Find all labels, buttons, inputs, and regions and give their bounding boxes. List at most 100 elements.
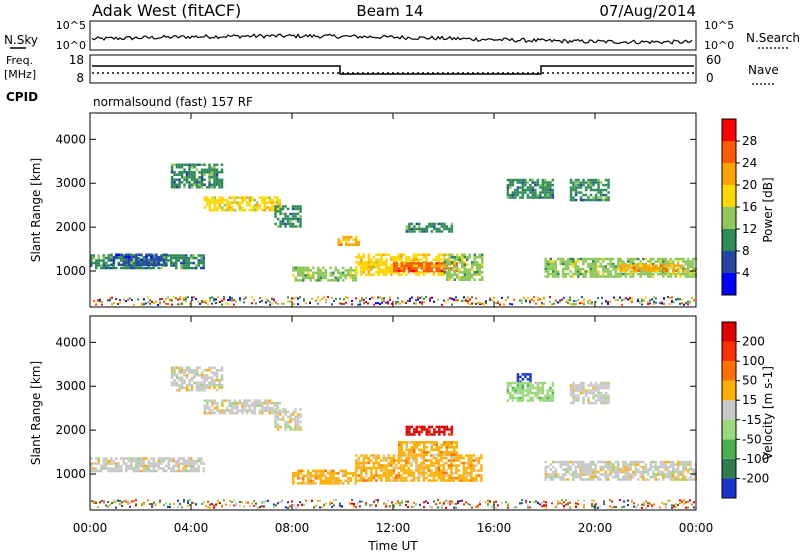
data-cell: [296, 207, 300, 211]
ground-scatter-cell: [445, 301, 447, 304]
data-cell: [115, 256, 118, 259]
ground-scatter-cell: [323, 503, 325, 506]
ground-scatter-cell: [469, 298, 471, 301]
data-cell: [155, 263, 158, 266]
data-cell: [481, 266, 484, 269]
data-cell: [551, 193, 555, 197]
data-cell: [521, 373, 525, 376]
ground-scatter-cell: [413, 501, 415, 504]
ground-scatter-cell: [443, 501, 445, 504]
data-cell: [470, 479, 473, 482]
data-cell: [415, 459, 418, 462]
data-cell: [509, 183, 512, 187]
data-cell: [183, 176, 186, 179]
data-cell: [624, 460, 627, 464]
data-cell: [135, 457, 138, 460]
data-cell: [400, 273, 403, 276]
data-cell: [302, 279, 305, 282]
data-cell: [614, 270, 617, 273]
data-cell: [213, 401, 217, 405]
nave-tick-bottom: 0: [706, 71, 714, 85]
data-cell: [564, 478, 567, 481]
ground-scatter-cell: [157, 304, 159, 306]
data-cell: [572, 463, 575, 466]
data-cell: [299, 469, 302, 473]
ground-scatter-cell: [399, 504, 401, 507]
data-cell: [468, 253, 471, 256]
data-cell: [231, 196, 234, 199]
data-cell: [509, 186, 512, 189]
data-cell: [185, 384, 189, 387]
data-cell: [375, 456, 378, 460]
data-cell: [639, 260, 642, 263]
data-cell: [397, 474, 401, 477]
data-cell: [100, 264, 103, 267]
ground-scatter-cell: [563, 506, 565, 509]
data-cell: [299, 266, 302, 270]
data-cell: [443, 263, 446, 266]
data-cell: [248, 406, 252, 410]
ground-scatter-cell: [527, 504, 529, 507]
data-cell: [352, 274, 355, 277]
data-cell: [584, 478, 587, 481]
data-cell: [210, 381, 214, 384]
data-cell: [435, 227, 439, 231]
ground-scatter-cell: [641, 503, 643, 506]
data-cell: [519, 196, 522, 199]
data-cell: [190, 379, 194, 382]
data-cell: [258, 401, 262, 405]
data-cell: [614, 272, 617, 276]
data-cell: [526, 193, 530, 197]
data-cell: [448, 227, 451, 231]
data-cell: [410, 262, 413, 265]
data-cell: [662, 260, 665, 263]
ground-scatter-cell: [245, 296, 247, 299]
data-cell: [452, 476, 456, 480]
noise-search-label: N.Search: [746, 31, 800, 45]
ground-scatter-cell: [189, 504, 191, 506]
data-cell: [448, 278, 451, 281]
ground-scatter-cell: [429, 297, 431, 300]
data-cell: [682, 470, 685, 474]
ground-scatter-cell: [329, 501, 331, 504]
ground-scatter-cell: [601, 302, 603, 305]
data-cell: [165, 464, 168, 468]
ground-scatter-cell: [661, 501, 663, 504]
ground-scatter-cell: [339, 502, 341, 505]
data-cell: [514, 386, 517, 390]
ground-scatter-cell: [211, 302, 213, 305]
data-cell: [547, 475, 550, 479]
data-cell: [592, 257, 595, 261]
data-cell: [377, 263, 381, 266]
data-cell: [684, 465, 687, 469]
data-cell: [447, 464, 451, 467]
data-cell: [216, 401, 219, 405]
data-cell: [347, 235, 350, 239]
data-cell: [370, 454, 373, 457]
data-cell: [172, 264, 175, 267]
ground-scatter-cell: [153, 501, 155, 504]
data-cell: [531, 178, 535, 182]
data-cell: [175, 389, 179, 392]
data-cell: [408, 267, 411, 270]
data-cell: [210, 371, 214, 374]
data-cell: [312, 482, 315, 485]
data-cell: [577, 465, 580, 469]
ground-scatter-cell: [149, 299, 151, 302]
data-cell: [657, 465, 660, 469]
ground-scatter-cell: [239, 297, 241, 300]
data-cell: [430, 230, 434, 233]
ground-scatter-cell: [105, 504, 107, 507]
data-cell: [392, 256, 396, 259]
data-cell: [572, 478, 575, 481]
data-cell: [435, 441, 438, 444]
data-cell: [629, 463, 632, 466]
data-cell: [261, 404, 264, 407]
data-cell: [544, 470, 547, 474]
data-cell: [329, 482, 332, 485]
data-cell: [180, 379, 184, 382]
data-cell: [182, 464, 185, 468]
data-cell: [415, 263, 418, 266]
data-cell: [445, 451, 448, 454]
ground-scatter-cell: [505, 298, 507, 301]
